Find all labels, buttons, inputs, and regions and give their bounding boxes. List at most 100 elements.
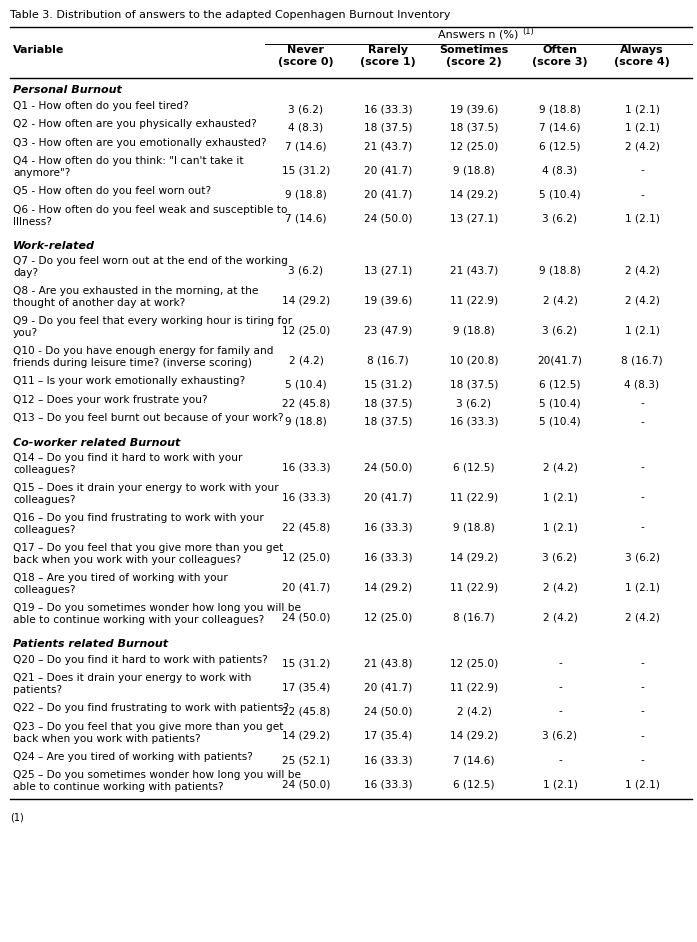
Text: 8 (16.7): 8 (16.7) xyxy=(621,355,663,365)
Text: 21 (43.8): 21 (43.8) xyxy=(364,658,412,668)
Text: 2 (4.2): 2 (4.2) xyxy=(542,582,577,593)
Text: 4 (8.3): 4 (8.3) xyxy=(625,380,659,390)
Text: 22 (45.8): 22 (45.8) xyxy=(282,706,330,717)
Text: 20 (41.7): 20 (41.7) xyxy=(364,166,412,175)
Text: 19 (39.6): 19 (39.6) xyxy=(450,105,498,114)
Text: Answers n (%): Answers n (%) xyxy=(438,29,519,40)
Text: 25 (52.1): 25 (52.1) xyxy=(282,755,330,765)
Text: 12 (25.0): 12 (25.0) xyxy=(450,658,498,668)
Text: 7 (14.6): 7 (14.6) xyxy=(453,755,495,765)
Text: -: - xyxy=(640,731,644,740)
Text: 5 (10.4): 5 (10.4) xyxy=(285,380,327,390)
Text: Q23 – Do you feel that you give more than you get
back when you work with patien: Q23 – Do you feel that you give more tha… xyxy=(13,722,284,744)
Text: (1): (1) xyxy=(523,27,534,36)
Text: 9 (18.8): 9 (18.8) xyxy=(539,105,581,114)
Text: 7 (14.6): 7 (14.6) xyxy=(285,141,327,152)
Text: 1 (2.1): 1 (2.1) xyxy=(542,523,577,532)
Text: Q25 – Do you sometimes wonder how long you will be
able to continue working with: Q25 – Do you sometimes wonder how long y… xyxy=(13,771,301,792)
Text: 12 (25.0): 12 (25.0) xyxy=(282,325,330,335)
Text: 16 (33.3): 16 (33.3) xyxy=(364,779,412,789)
Text: 3 (6.2): 3 (6.2) xyxy=(542,325,578,335)
Text: 16 (33.3): 16 (33.3) xyxy=(282,463,330,472)
Text: 2 (4.2): 2 (4.2) xyxy=(542,296,577,305)
Text: Q5 - How often do you feel worn out?: Q5 - How often do you feel worn out? xyxy=(13,187,211,197)
Text: 2 (4.2): 2 (4.2) xyxy=(625,266,659,275)
Text: 9 (18.8): 9 (18.8) xyxy=(285,416,327,427)
Text: 3 (6.2): 3 (6.2) xyxy=(542,214,578,224)
Text: -: - xyxy=(640,755,644,765)
Text: 23 (47.9): 23 (47.9) xyxy=(364,325,412,335)
Text: 17 (35.4): 17 (35.4) xyxy=(282,682,330,692)
Text: 12 (25.0): 12 (25.0) xyxy=(450,141,498,152)
Text: -: - xyxy=(640,658,644,668)
Text: Work-related: Work-related xyxy=(13,241,95,251)
Text: 24 (50.0): 24 (50.0) xyxy=(364,706,412,717)
Text: Q4 - How often do you think: "I can't take it
anymore"?: Q4 - How often do you think: "I can't ta… xyxy=(13,156,244,178)
Text: 19 (39.6): 19 (39.6) xyxy=(364,296,412,305)
Text: 1 (2.1): 1 (2.1) xyxy=(625,325,659,335)
Text: 1 (2.1): 1 (2.1) xyxy=(542,779,577,789)
Text: Variable: Variable xyxy=(13,45,64,56)
Text: 12 (25.0): 12 (25.0) xyxy=(364,612,412,623)
Text: Q1 - How often do you feel tired?: Q1 - How often do you feel tired? xyxy=(13,101,189,111)
Text: 24 (50.0): 24 (50.0) xyxy=(282,612,330,623)
Text: Q11 – Is your work emotionally exhausting?: Q11 – Is your work emotionally exhaustin… xyxy=(13,377,245,386)
Text: -: - xyxy=(558,658,562,668)
Text: 8 (16.7): 8 (16.7) xyxy=(453,612,495,623)
Text: 11 (22.9): 11 (22.9) xyxy=(450,682,498,692)
Text: 21 (43.7): 21 (43.7) xyxy=(450,266,498,275)
Text: 3 (6.2): 3 (6.2) xyxy=(542,731,578,740)
Text: Q12 – Does your work frustrate you?: Q12 – Does your work frustrate you? xyxy=(13,395,208,405)
Text: 21 (43.7): 21 (43.7) xyxy=(364,141,412,152)
Text: 18 (37.5): 18 (37.5) xyxy=(364,416,412,427)
Text: -: - xyxy=(640,706,644,717)
Text: Q13 – Do you feel burnt out because of your work?: Q13 – Do you feel burnt out because of y… xyxy=(13,414,284,423)
Text: 3 (6.2): 3 (6.2) xyxy=(457,398,491,408)
Text: 3 (6.2): 3 (6.2) xyxy=(289,105,323,114)
Text: 6 (12.5): 6 (12.5) xyxy=(453,463,495,472)
Text: 15 (31.2): 15 (31.2) xyxy=(282,166,330,175)
Text: 14 (29.2): 14 (29.2) xyxy=(450,552,498,562)
Text: 3 (6.2): 3 (6.2) xyxy=(625,552,659,562)
Text: 15 (31.2): 15 (31.2) xyxy=(364,380,412,390)
Text: 14 (29.2): 14 (29.2) xyxy=(364,582,412,593)
Text: Q22 – Do you find frustrating to work with patients?: Q22 – Do you find frustrating to work wi… xyxy=(13,704,289,713)
Text: 2 (4.2): 2 (4.2) xyxy=(625,296,659,305)
Text: 6 (12.5): 6 (12.5) xyxy=(539,141,581,152)
Text: 9 (18.8): 9 (18.8) xyxy=(285,189,327,200)
Text: 6 (12.5): 6 (12.5) xyxy=(539,380,581,390)
Text: -: - xyxy=(558,682,562,692)
Text: 2 (4.2): 2 (4.2) xyxy=(625,612,659,623)
Text: 18 (37.5): 18 (37.5) xyxy=(364,122,412,133)
Text: 1 (2.1): 1 (2.1) xyxy=(542,493,577,502)
Text: 24 (50.0): 24 (50.0) xyxy=(364,463,412,472)
Text: 11 (22.9): 11 (22.9) xyxy=(450,296,498,305)
Text: -: - xyxy=(640,416,644,427)
Text: Q21 – Does it drain your energy to work with
patients?: Q21 – Does it drain your energy to work … xyxy=(13,674,252,695)
Text: 1 (2.1): 1 (2.1) xyxy=(625,214,659,224)
Text: 2 (4.2): 2 (4.2) xyxy=(542,463,577,472)
Text: Table 3. Distribution of answers to the adapted Copenhagen Burnout Inventory: Table 3. Distribution of answers to the … xyxy=(10,10,450,20)
Text: 17 (35.4): 17 (35.4) xyxy=(364,731,412,740)
Text: -: - xyxy=(640,493,644,502)
Text: 20(41.7): 20(41.7) xyxy=(537,355,583,365)
Text: 14 (29.2): 14 (29.2) xyxy=(282,296,330,305)
Text: 24 (50.0): 24 (50.0) xyxy=(364,214,412,224)
Text: 16 (33.3): 16 (33.3) xyxy=(364,105,412,114)
Text: -: - xyxy=(640,166,644,175)
Text: 4 (8.3): 4 (8.3) xyxy=(542,166,578,175)
Text: 5 (10.4): 5 (10.4) xyxy=(539,398,581,408)
Text: -: - xyxy=(640,463,644,472)
Text: 6 (12.5): 6 (12.5) xyxy=(453,779,495,789)
Text: 14 (29.2): 14 (29.2) xyxy=(282,731,330,740)
Text: Q24 – Are you tired of working with patients?: Q24 – Are you tired of working with pati… xyxy=(13,752,253,762)
Text: Q3 - How often are you emotionally exhausted?: Q3 - How often are you emotionally exhau… xyxy=(13,138,267,148)
Text: 20 (41.7): 20 (41.7) xyxy=(364,682,412,692)
Text: 22 (45.8): 22 (45.8) xyxy=(282,398,330,408)
Text: Q15 – Does it drain your energy to work with your
colleagues?: Q15 – Does it drain your energy to work … xyxy=(13,483,279,505)
Text: 16 (33.3): 16 (33.3) xyxy=(364,552,412,562)
Text: 11 (22.9): 11 (22.9) xyxy=(450,582,498,593)
Text: 2 (4.2): 2 (4.2) xyxy=(457,706,491,717)
Text: 14 (29.2): 14 (29.2) xyxy=(450,189,498,200)
Text: 13 (27.1): 13 (27.1) xyxy=(450,214,498,224)
